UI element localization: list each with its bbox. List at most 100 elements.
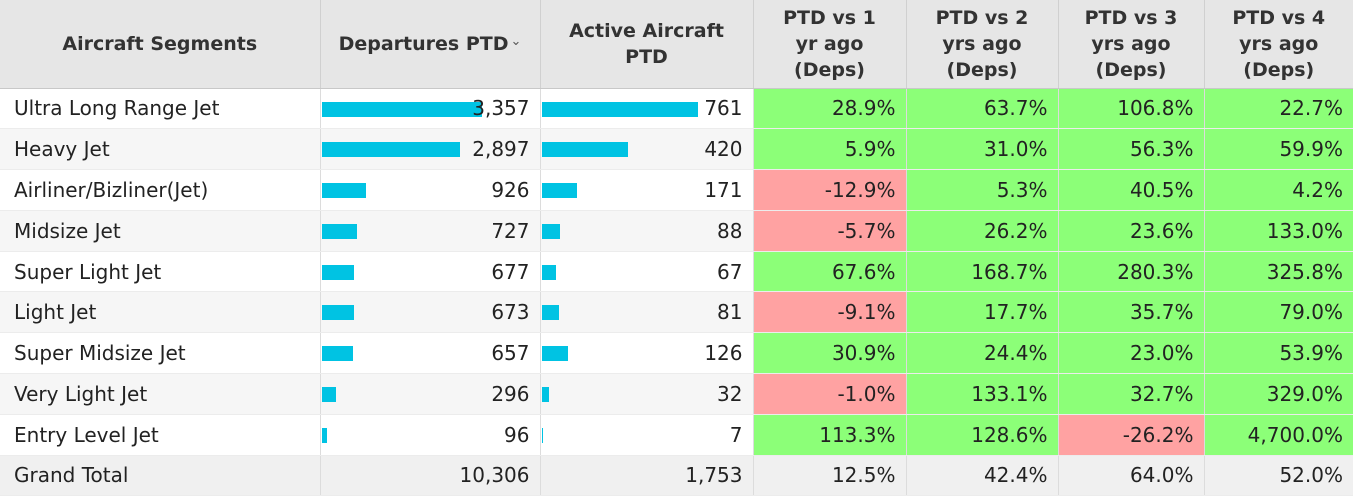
departures-cell: 926 bbox=[320, 169, 541, 211]
segment-name: Super Light Jet bbox=[0, 251, 321, 293]
vs3-value: -26.2% bbox=[1058, 414, 1205, 456]
table-row[interactable]: Super Midsize Jet 657 126 30.9% 24.4% 23.0% 53… bbox=[0, 332, 1353, 375]
active-aircraft-value: 420 bbox=[704, 137, 743, 162]
vs2-value: 63.7% bbox=[906, 88, 1059, 130]
segment-name: Airliner/Bizliner(Jet) bbox=[0, 169, 321, 211]
departures-value: 727 bbox=[491, 218, 530, 243]
departures-bar bbox=[321, 387, 336, 403]
segment-name: Heavy Jet bbox=[0, 128, 321, 171]
table-row[interactable]: Entry Level Jet 96 7 113.3% 128.6% -26.2% 4,70… bbox=[0, 414, 1353, 456]
vs2-value: 24.4% bbox=[906, 332, 1059, 375]
active-aircraft-bar bbox=[541, 142, 628, 158]
header-row: Aircraft Segments Departures PTD ⌄ Active… bbox=[0, 0, 1353, 89]
departures-value: 673 bbox=[491, 300, 530, 325]
sort-descending-icon[interactable]: ⌄ bbox=[510, 33, 522, 49]
vs2-value: 133.1% bbox=[906, 373, 1059, 415]
table-row[interactable]: Very Light Jet 296 32 -1.0% 133.1% 32.7% 329.0… bbox=[0, 373, 1353, 415]
vs3-value: 106.8% bbox=[1058, 88, 1205, 130]
segment-name: Midsize Jet bbox=[0, 210, 321, 252]
active-aircraft-bar bbox=[541, 305, 559, 321]
vs4-value: 325.8% bbox=[1204, 251, 1353, 293]
active-aircraft-value: 761 bbox=[704, 96, 743, 121]
column-header-vs2[interactable]: PTD vs 2 yrs ago (Deps) bbox=[906, 0, 1059, 89]
departures-cell: 96 bbox=[320, 414, 541, 456]
total-departures: 10,306 bbox=[320, 454, 541, 496]
active-aircraft-value: 81 bbox=[717, 300, 743, 325]
vs1-value: -1.0% bbox=[753, 373, 907, 415]
departures-value: 296 bbox=[491, 381, 530, 406]
vs4-value: 4,700.0% bbox=[1204, 414, 1353, 456]
departures-cell: 673 bbox=[320, 291, 541, 334]
vs2-value: 128.6% bbox=[906, 414, 1059, 456]
active-aircraft-value: 88 bbox=[717, 218, 743, 243]
column-header-departures[interactable]: Departures PTD ⌄ bbox=[320, 0, 541, 89]
active-aircraft-cell: 126 bbox=[540, 332, 754, 375]
vs4-value: 79.0% bbox=[1204, 291, 1353, 334]
vs1-value: -9.1% bbox=[753, 291, 907, 334]
departures-bar bbox=[321, 142, 460, 158]
active-aircraft-bar bbox=[541, 427, 543, 443]
vs1-value: 67.6% bbox=[753, 251, 907, 293]
departures-bar bbox=[321, 183, 366, 199]
table-row[interactable]: Light Jet 673 81 -9.1% 17.7% 35.7% 79.0% bbox=[0, 291, 1353, 334]
active-aircraft-cell: 88 bbox=[540, 210, 754, 252]
departures-bar bbox=[321, 264, 354, 280]
segment-name: Very Light Jet bbox=[0, 373, 321, 415]
table-row[interactable]: Airliner/Bizliner(Jet) 926 171 -12.9% 5.3% 40… bbox=[0, 169, 1353, 211]
column-header-vs1[interactable]: PTD vs 1 yr ago (Deps) bbox=[753, 0, 907, 89]
vs3-value: 23.0% bbox=[1058, 332, 1205, 375]
departures-cell: 296 bbox=[320, 373, 541, 415]
segment-name: Light Jet bbox=[0, 291, 321, 334]
segment-name: Super Midsize Jet bbox=[0, 332, 321, 375]
column-header-segments[interactable]: Aircraft Segments bbox=[0, 0, 321, 89]
departures-bar bbox=[321, 223, 357, 239]
vs1-value: 113.3% bbox=[753, 414, 907, 456]
vs4-value: 133.0% bbox=[1204, 210, 1353, 252]
active-aircraft-cell: 81 bbox=[540, 291, 754, 334]
vs2-value: 26.2% bbox=[906, 210, 1059, 252]
active-aircraft-value: 171 bbox=[704, 177, 743, 202]
total-vs3: 64.0% bbox=[1058, 454, 1205, 496]
table-row[interactable]: Super Light Jet 677 67 67.6% 168.7% 280.3% 325… bbox=[0, 251, 1353, 293]
departures-bar bbox=[321, 346, 353, 362]
vs4-value: 329.0% bbox=[1204, 373, 1353, 415]
departures-cell: 727 bbox=[320, 210, 541, 252]
departures-bar bbox=[321, 305, 354, 321]
departures-bar bbox=[321, 101, 482, 117]
vs1-value: -5.7% bbox=[753, 210, 907, 252]
vs4-value: 53.9% bbox=[1204, 332, 1353, 375]
column-header-vs4[interactable]: PTD vs 4 yrs ago (Deps) bbox=[1204, 0, 1353, 89]
vs3-value: 56.3% bbox=[1058, 128, 1205, 171]
total-vs1: 12.5% bbox=[753, 454, 907, 496]
table-row[interactable]: Midsize Jet 727 88 -5.7% 26.2% 23.6% 133.0% bbox=[0, 210, 1353, 252]
grand-total-label: Grand Total bbox=[0, 454, 321, 496]
departures-cell: 657 bbox=[320, 332, 541, 375]
vs3-value: 280.3% bbox=[1058, 251, 1205, 293]
vs4-value: 59.9% bbox=[1204, 128, 1353, 171]
departures-cell: 2,897 bbox=[320, 128, 541, 171]
grand-total-row[interactable]: Grand Total 10,306 1,753 12.5% 42.4% 64.0% 52.… bbox=[0, 454, 1353, 496]
vs1-value: -12.9% bbox=[753, 169, 907, 211]
vs1-value: 5.9% bbox=[753, 128, 907, 171]
departures-bar bbox=[321, 427, 327, 443]
column-header-active-aircraft[interactable]: Active Aircraft PTD bbox=[540, 0, 754, 89]
table-row[interactable]: Ultra Long Range Jet 3,357 761 28.9% 63.7% 10… bbox=[0, 88, 1353, 130]
vs1-value: 28.9% bbox=[753, 88, 907, 130]
vs2-value: 168.7% bbox=[906, 251, 1059, 293]
departures-value: 677 bbox=[491, 259, 530, 284]
active-aircraft-bar bbox=[541, 183, 577, 199]
vs1-value: 30.9% bbox=[753, 332, 907, 375]
active-aircraft-value: 7 bbox=[729, 422, 743, 447]
segment-name: Entry Level Jet bbox=[0, 414, 321, 456]
column-header-vs3[interactable]: PTD vs 3 yrs ago (Deps) bbox=[1058, 0, 1205, 89]
active-aircraft-bar bbox=[541, 101, 698, 117]
active-aircraft-cell: 420 bbox=[540, 128, 754, 171]
vs3-value: 32.7% bbox=[1058, 373, 1205, 415]
active-aircraft-value: 67 bbox=[717, 259, 743, 284]
vs2-value: 31.0% bbox=[906, 128, 1059, 171]
departures-value: 657 bbox=[491, 341, 530, 366]
table-row[interactable]: Heavy Jet 2,897 420 5.9% 31.0% 56.3% 59.9% bbox=[0, 128, 1353, 171]
table-body: Ultra Long Range Jet 3,357 761 28.9% 63.7% 10… bbox=[0, 88, 1353, 496]
active-aircraft-bar bbox=[541, 264, 556, 280]
